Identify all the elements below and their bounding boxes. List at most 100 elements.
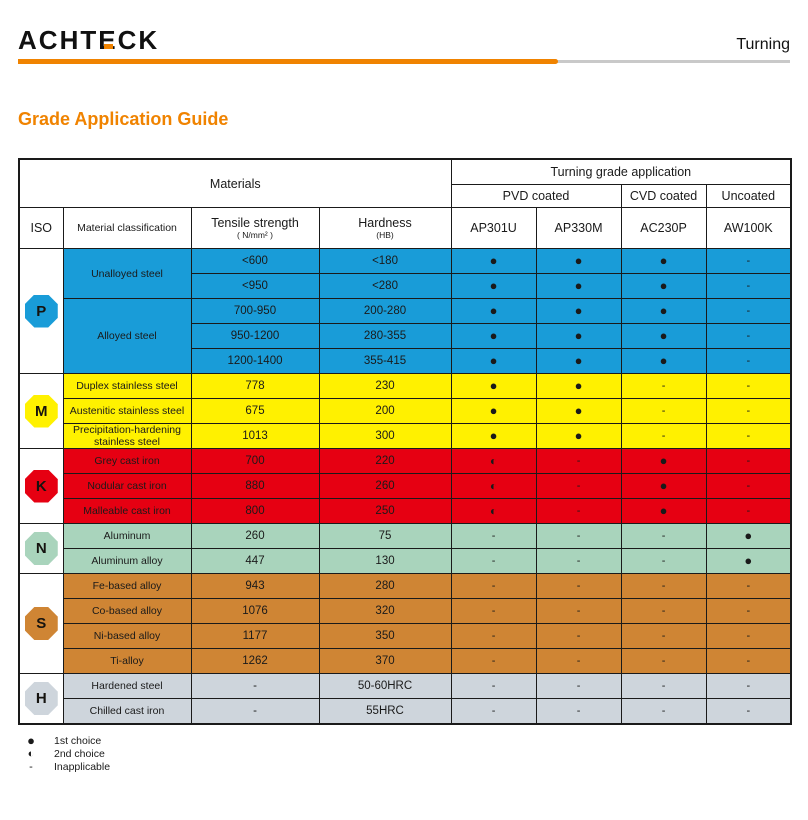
material-row: 1200-1400 355-415 ● ● ● - <box>19 348 792 374</box>
material-row: N Aluminum 260 75- - - ● <box>18 523 792 574</box>
tensile-cell: 1076 <box>190 598 320 624</box>
tensile-cell: <950 <box>190 273 320 299</box>
legend-label: Inapplicable <box>54 760 111 773</box>
coating-group-row: PVD coated CVD coated Uncoated <box>19 184 792 208</box>
grade-choice-cell-AC230P: - <box>620 523 707 549</box>
classification-cell: Aluminum <box>62 523 192 549</box>
grade-choice-cell-AP330M: ● <box>535 398 622 424</box>
grade-choice-cell-AP301U: - <box>450 523 537 549</box>
material-row: M Duplex stainless steel 778 230 ● ● - - <box>18 373 792 449</box>
grade-choice-cell-AC230P: - <box>620 398 707 424</box>
iso-cell-N: N <box>18 523 64 574</box>
iso-badge-P: P <box>24 294 58 328</box>
grade-choice-cell-AW100K: - <box>705 323 792 349</box>
grade-choice-cell-AP301U: ◐ <box>450 473 537 499</box>
hardness-cell: 370 <box>318 648 452 674</box>
grade-name-cell: AW100K <box>705 207 792 249</box>
coating-group-cell: CVD coated <box>620 184 707 208</box>
application-header-cell: Turning grade application <box>450 158 792 185</box>
grade-choice-cell-AC230P: ● <box>620 273 707 299</box>
tensile-unit-label: ( N/mm² ) <box>237 230 273 240</box>
classification-cell: Chilled cast iron <box>62 698 192 725</box>
grade-choice-cell-AW100K: - <box>705 273 792 299</box>
grade-choice-cell-AP301U: ● <box>450 348 537 374</box>
grade-name-cell: AP330M <box>535 207 622 249</box>
tensile-header-cell: Tensile strength( N/mm² ) <box>190 207 320 249</box>
material-row: P Unalloyed steel <600 <180 ● ● ● - <box>18 248 792 374</box>
tensile-cell: 1013 <box>190 423 320 449</box>
tensile-cell: 778 <box>190 373 320 399</box>
grade-choice-cell-AP301U: ● <box>450 373 537 399</box>
grade-choice-cell-AC230P: - <box>620 598 707 624</box>
brand-logo-letter: C <box>38 25 60 55</box>
grade-choice-cell-AP301U: - <box>450 648 537 674</box>
page-header: ACHTECK Turning <box>18 24 790 56</box>
material-row: Aluminum alloy 447 130- - - ● <box>19 548 792 574</box>
legend-symbol-na: - <box>29 760 33 773</box>
grade-choice-cell-AP330M: ● <box>535 348 622 374</box>
material-row: <950 <280 ● ● ● - <box>19 273 792 299</box>
tensile-cell: 675 <box>190 398 320 424</box>
grade-choice-cell-AP330M: - <box>535 498 622 524</box>
coating-group-cell: Uncoated <box>705 184 792 208</box>
grade-choice-cell-AP330M: ● <box>535 323 622 349</box>
table-header-row: Materials Turning grade application <box>18 158 792 208</box>
iso-cell-M: M <box>18 373 64 449</box>
grade-choice-cell-AC230P: - <box>620 623 707 649</box>
grade-choice-cell-AW100K: - <box>705 398 792 424</box>
hardness-cell: 250 <box>318 498 452 524</box>
legend-symbol-1st: ● <box>27 733 35 748</box>
materials-header-cell: Materials <box>18 158 452 208</box>
tensile-cell: 1200-1400 <box>190 348 320 374</box>
hardness-cell: 55HRC <box>318 698 452 725</box>
grade-choice-cell-AC230P: ● <box>620 498 707 524</box>
column-header-row: ISO Material classification Tensile streng… <box>18 207 792 249</box>
grade-choice-cell-AP330M: - <box>535 598 622 624</box>
classification-cell: Ni-based alloy <box>62 623 192 649</box>
hardness-cell: 75 <box>318 523 452 549</box>
brand-logo-letter: E <box>98 25 118 55</box>
grade-choice-cell-AW100K: - <box>705 648 792 674</box>
legend-row: - Inapplicable <box>22 760 790 773</box>
legend-symbol-2nd: ◐ <box>27 747 35 760</box>
legend: ● 1st choice ◐ 2nd choice - Inapplicable <box>18 733 790 773</box>
hardness-cell: <180 <box>318 248 452 274</box>
iso-badge-M: M <box>24 394 58 428</box>
material-row: Alloyed steel 700-950 200-280 ● ● ● - <box>19 298 792 374</box>
hardness-unit-label: (HB) <box>376 230 394 240</box>
brand-logo-letter: T <box>80 25 99 55</box>
page-title: Grade Application Guide <box>18 109 229 129</box>
hardness-cell: 280 <box>318 573 452 599</box>
iso-cell-P: P <box>18 248 64 374</box>
iso-badge-N: N <box>24 532 58 565</box>
hardness-cell: 300 <box>318 423 452 449</box>
grade-choice-cell-AP301U: ◐ <box>450 448 537 474</box>
grade-name-cell: AP301U <box>450 207 537 249</box>
classification-cell: Nodular cast iron <box>62 473 192 499</box>
classification-header-cell: Material classification <box>62 207 192 249</box>
rule-orange-bar <box>18 59 559 64</box>
classification-cell: Fe-based alloy <box>62 573 192 599</box>
grade-choice-cell-AW100K: - <box>705 373 792 399</box>
grade-choice-cell-AP330M: ● <box>535 423 622 449</box>
grade-name-cell: AC230P <box>620 207 707 249</box>
legend-label: 1st choice <box>54 734 102 747</box>
material-row: K Grey cast iron 700 220 ◐ - ● - <box>18 448 792 524</box>
brand-logo-letter: H <box>59 25 81 55</box>
tensile-cell: 260 <box>190 523 320 549</box>
classification-cell: Duplex stainless steel <box>62 373 192 399</box>
hardness-cell: 260 <box>318 473 452 499</box>
material-row: S Fe-based alloy 943 280- - - - <box>18 573 792 674</box>
grade-choice-cell-AW100K: - <box>705 473 792 499</box>
hardness-cell: 220 <box>318 448 452 474</box>
tensile-cell: 700-950 <box>190 298 320 324</box>
classification-cell: Aluminum alloy <box>62 548 192 574</box>
tensile-cell: 700 <box>190 448 320 474</box>
material-row: Chilled cast iron -55HRC - - - - <box>19 698 792 725</box>
hardness-cell: 50-60HRC <box>318 673 452 699</box>
tensile-cell: - <box>190 698 320 725</box>
grade-choice-cell-AW100K: - <box>705 698 792 725</box>
grade-choice-cell-AC230P: - <box>620 548 707 574</box>
grade-choice-cell-AP301U: - <box>450 698 537 725</box>
iso-header-cell: ISO <box>18 207 64 249</box>
